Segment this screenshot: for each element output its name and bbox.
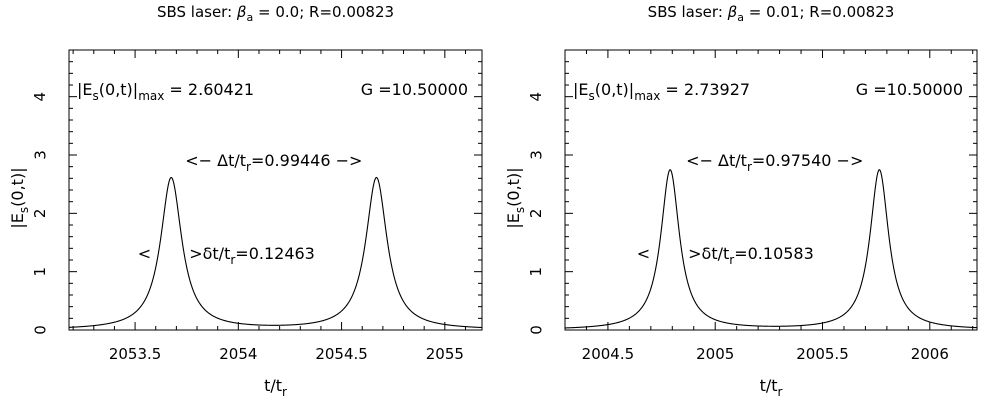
width-left-marker: < xyxy=(138,244,151,263)
width-label: >δt/tr=0.10583 xyxy=(688,244,814,267)
x-tick-label: 2005.5 xyxy=(796,345,849,363)
y-axis-label: |Es(0,t)| xyxy=(504,167,527,228)
max-amplitude-label: |Es(0,t)|max = 2.60421 xyxy=(77,80,254,103)
x-tick-label: 2006 xyxy=(911,345,949,363)
pulse-series-line xyxy=(564,169,978,329)
period-label: <− Δt/tr=0.97540 −> xyxy=(686,151,863,174)
gain-label: G =10.50000 xyxy=(856,80,963,99)
y-tick-label: 4 xyxy=(31,92,49,102)
pulse-series-line xyxy=(68,176,483,329)
width-label: >δt/tr=0.12463 xyxy=(189,244,315,267)
chart-panel-1: SBS laser: βa = 0.0; R=0.00823 2053.5 2054… xyxy=(8,3,483,399)
y-axis-label: |Es(0,t)| xyxy=(8,167,31,228)
y-tick-label: 1 xyxy=(527,267,545,277)
y-tick-label: 3 xyxy=(31,150,49,160)
chart-title: SBS laser: βa = 0.01; R=0.00823 xyxy=(648,3,895,24)
y-tick-label: 3 xyxy=(527,150,545,160)
y-tick-label: 0 xyxy=(527,325,545,335)
x-tick-label: 2055 xyxy=(426,345,464,363)
chart-title: SBS laser: βa = 0.0; R=0.00823 xyxy=(157,3,394,24)
gain-label: G =10.50000 xyxy=(361,80,468,99)
y-tick-label: 4 xyxy=(527,92,545,102)
period-label: <− Δt/tr=0.99446 −> xyxy=(185,151,362,174)
x-tick-label: 2005 xyxy=(696,345,734,363)
chart-panel-2: SBS laser: βa = 0.01; R=0.00823 2004.5 200… xyxy=(504,3,978,399)
y-tick-label: 1 xyxy=(31,267,49,277)
y-tick-label: 2 xyxy=(527,209,545,219)
y-tick-label: 2 xyxy=(31,209,49,219)
x-tick-label: 2004.5 xyxy=(582,345,635,363)
x-axis-label: t/tr xyxy=(760,376,783,399)
x-tick-label: 2054.5 xyxy=(315,345,368,363)
x-tick-label: 2054 xyxy=(219,345,257,363)
y-tick-label: 0 xyxy=(31,325,49,335)
x-axis-label: t/tr xyxy=(264,376,287,399)
max-amplitude-label: |Es(0,t)|max = 2.73927 xyxy=(573,80,750,103)
width-left-marker: < xyxy=(637,244,650,263)
x-tick-label: 2053.5 xyxy=(109,345,162,363)
